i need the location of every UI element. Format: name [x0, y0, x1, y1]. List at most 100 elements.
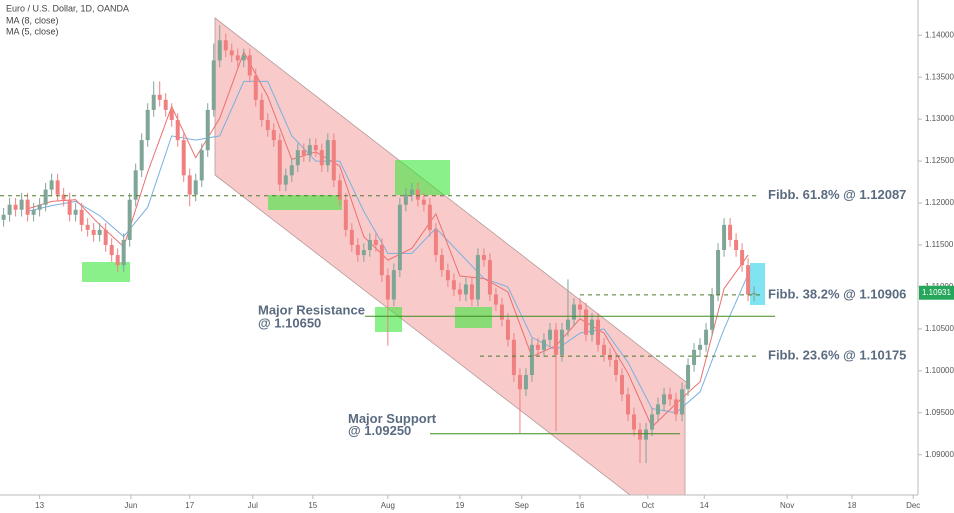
candle-body: [463, 284, 468, 295]
candle-body: [734, 239, 739, 251]
candle-body: [505, 319, 510, 340]
y-tick-label: 1.13000: [925, 114, 954, 123]
candle-body: [61, 194, 66, 200]
candle-body: [752, 292, 757, 295]
candle-body: [349, 229, 354, 245]
moving-average-line: [27, 50, 749, 428]
candle-body: [67, 199, 72, 215]
x-tick-label: 14: [700, 501, 709, 510]
candle-body: [547, 329, 552, 340]
candle-body: [7, 204, 12, 215]
candle-body: [217, 40, 222, 61]
candle-body: [680, 389, 685, 415]
candle-body: [337, 180, 342, 200]
candle-body: [1, 214, 6, 220]
candle-body: [289, 165, 294, 176]
y-tick-label: 1.09500: [925, 408, 954, 417]
chart-title: Euro / U.S. Dollar, 1D, OANDA: [6, 3, 129, 13]
candle-body: [469, 284, 474, 300]
candle-body: [307, 145, 312, 156]
y-tick-label: 1.12500: [925, 156, 954, 165]
x-tick-label: Jul: [248, 501, 258, 510]
level-label: Major Support: [348, 411, 437, 426]
candle-body: [607, 354, 612, 360]
candle-body: [247, 55, 252, 76]
candle-body: [499, 304, 504, 320]
candle-body: [451, 280, 456, 290]
candle-body: [710, 294, 715, 330]
candle-body: [511, 339, 516, 376]
candle-body: [127, 199, 132, 240]
candle-body: [517, 375, 522, 390]
candle-body: [698, 344, 703, 350]
y-tick-label: 1.14000: [925, 30, 954, 39]
candle-body: [277, 140, 282, 185]
candle-body: [650, 414, 655, 430]
candle-body: [577, 304, 582, 310]
candle-body: [662, 394, 667, 405]
y-tick-label: 1.12000: [925, 198, 954, 207]
candle-body: [541, 339, 546, 350]
candle-body: [644, 429, 649, 440]
highlight-box: [375, 307, 402, 332]
candle-body: [565, 319, 570, 330]
candle-body: [421, 199, 426, 205]
candle-body: [169, 109, 174, 120]
candle-body: [235, 55, 240, 61]
candle-body: [43, 189, 48, 205]
highlight-boxes: [82, 160, 492, 332]
highlight-box: [750, 263, 765, 305]
y-tick-label: 1.11500: [925, 240, 954, 249]
candle-body: [589, 319, 594, 335]
level-label: @ 1.10650: [258, 316, 321, 331]
candle-body: [379, 244, 384, 276]
candle-body: [595, 319, 600, 345]
candle-body: [614, 359, 619, 376]
candle-body: [355, 244, 360, 256]
candle-body: [37, 204, 42, 210]
x-tick-label: Sep: [515, 501, 530, 510]
candle-body: [722, 224, 727, 251]
candle-body: [115, 255, 120, 266]
candle-body: [740, 250, 745, 266]
candle-body: [49, 180, 54, 190]
x-tick-label: 18: [848, 501, 857, 510]
candle-body: [97, 229, 102, 235]
candle-body: [728, 224, 733, 240]
x-tick-label: 19: [455, 501, 464, 510]
level-label: Fibb. 23.6% @ 1.10175: [768, 348, 906, 363]
x-tick-label: 16: [576, 501, 585, 510]
x-tick-label: Aug: [381, 501, 395, 510]
y-tick-label: 1.13500: [925, 72, 954, 81]
candle-body: [493, 294, 498, 305]
candle-body: [265, 119, 270, 131]
candle-body: [523, 375, 528, 390]
candle-body: [13, 204, 18, 210]
candle-body: [313, 145, 318, 151]
candle-body: [199, 150, 204, 181]
candle-body: [391, 270, 396, 300]
candle-body: [145, 109, 150, 141]
candle-body: [187, 175, 192, 195]
candle-body: [25, 199, 30, 215]
candle-body: [487, 260, 492, 295]
candle-body: [692, 349, 697, 365]
candle-body: [632, 414, 637, 430]
legend-entry: MA (5, close): [6, 26, 59, 36]
candle-body: [415, 189, 420, 200]
candle-body: [271, 130, 276, 141]
x-tick-label: Nov: [780, 501, 794, 510]
candle-body: [367, 239, 372, 251]
candle-body: [427, 204, 432, 230]
candle-body: [205, 109, 210, 151]
candle-body: [529, 344, 534, 376]
candle-body: [571, 304, 576, 320]
candle-body: [19, 199, 24, 210]
candle-body: [668, 394, 673, 400]
highlight-box: [395, 160, 450, 195]
y-tick-label: 1.10000: [925, 366, 954, 375]
candle-body: [716, 250, 721, 295]
y-tick-label: 1.10500: [925, 324, 954, 333]
candle-body: [241, 55, 246, 61]
